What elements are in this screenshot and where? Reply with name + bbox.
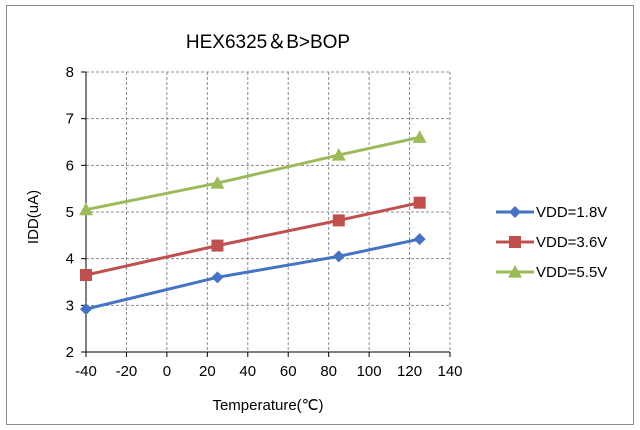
y-tick-label: 6	[66, 157, 74, 174]
x-tick-label: 140	[437, 363, 462, 380]
data-point	[210, 176, 225, 189]
legend-label: VDD=3.6V	[536, 234, 607, 251]
x-axis-title: Temperature(℃)	[212, 397, 323, 414]
data-point	[332, 214, 345, 227]
legend-item: VDD=3.6V	[496, 234, 607, 251]
legend: VDD=1.8V VDD=3.6V VDD=5.5V	[496, 204, 607, 281]
x-tick-label: 80	[320, 363, 337, 380]
data-point	[332, 250, 345, 263]
series-line	[85, 237, 420, 311]
y-tick-label: 2	[66, 344, 74, 361]
legend-label: VDD=5.5V	[536, 264, 607, 281]
y-tick-label: 4	[66, 251, 74, 268]
legend-item: VDD=1.8V	[496, 204, 607, 221]
series-layer	[79, 130, 427, 316]
data-point	[211, 239, 224, 252]
axes: 2 3 4 5 6 7 8 -40 -20 0 20 40 60 80 100 120 140	[66, 64, 463, 380]
data-point	[80, 303, 92, 316]
series-2	[80, 196, 426, 281]
x-tick-label: 20	[199, 363, 216, 380]
legend-marker	[508, 265, 522, 278]
chart-frame	[6, 5, 634, 425]
data-point	[211, 271, 224, 284]
y-tick-label: 3	[66, 297, 74, 314]
data-point	[80, 269, 92, 281]
y-tick-label: 7	[66, 111, 74, 128]
y-axis-title: IDD(uA)	[25, 190, 42, 244]
chart-title: HEX6325＆B>BOP	[186, 32, 350, 53]
data-point	[413, 196, 426, 209]
y-tick-label: 5	[66, 204, 74, 221]
x-tick-label: 0	[163, 363, 171, 380]
data-point	[412, 130, 427, 143]
gridlines	[86, 71, 451, 352]
x-tick-label: -40	[75, 363, 97, 380]
x-tick-label: 120	[397, 363, 422, 380]
x-tick-label: 40	[239, 363, 256, 380]
legend-marker	[509, 236, 521, 248]
series-line	[85, 201, 420, 277]
legend-marker	[509, 206, 521, 218]
legend-label: VDD=1.8V	[536, 204, 607, 221]
legend-item: VDD=5.5V	[496, 264, 607, 281]
x-tick-label: -20	[116, 363, 138, 380]
x-tick-label: 100	[357, 363, 382, 380]
y-tick-label: 8	[66, 64, 74, 81]
data-point	[413, 233, 426, 246]
data-point	[79, 202, 93, 216]
series-line	[85, 135, 420, 212]
x-tick-label: 60	[280, 363, 297, 380]
series-1	[80, 233, 426, 316]
data-point	[331, 148, 346, 161]
series-3	[79, 130, 427, 216]
